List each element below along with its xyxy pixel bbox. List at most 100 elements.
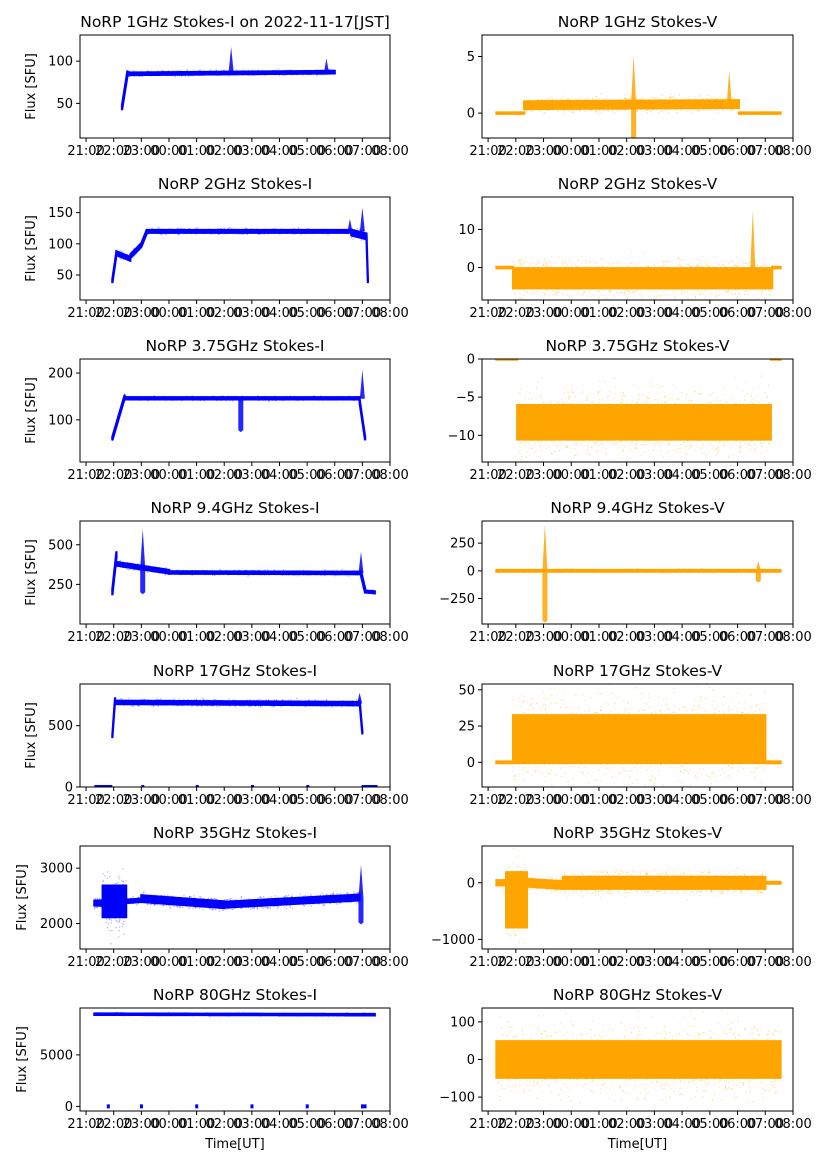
data-point [328, 70, 331, 72]
data-point [339, 232, 341, 234]
data-point [733, 106, 735, 108]
data-point [153, 72, 156, 75]
data-point [236, 74, 239, 76]
data-point [248, 71, 250, 73]
data-point [284, 72, 287, 75]
data-point [174, 229, 176, 231]
data-point [569, 106, 571, 108]
data-point [523, 111, 525, 113]
data-point [163, 74, 165, 76]
data-point [277, 72, 280, 74]
data-point [246, 70, 249, 72]
data-point [605, 102, 607, 104]
data-point [239, 72, 242, 74]
data-point [302, 230, 304, 233]
data-point [603, 104, 605, 106]
data-point [333, 71, 335, 73]
data-point [317, 71, 319, 74]
data-point [735, 104, 737, 107]
data-point [181, 229, 184, 231]
data-point [547, 109, 549, 111]
data-point [191, 71, 193, 74]
data-point [647, 100, 649, 103]
data-point [136, 249, 138, 252]
data-point [305, 72, 307, 74]
data-point [136, 74, 138, 76]
x-tick-label: 02:00 [205, 144, 242, 159]
data-point [172, 70, 174, 72]
data-point [607, 108, 609, 110]
data-point [284, 70, 286, 73]
data-point [699, 106, 701, 109]
data-point [657, 105, 660, 107]
data-point [254, 72, 257, 74]
data-point [249, 71, 251, 74]
data-point [331, 69, 333, 72]
data-point [343, 228, 345, 231]
data-point [715, 102, 717, 104]
data-point [213, 229, 215, 232]
data-point [193, 72, 196, 75]
data-point [578, 109, 580, 112]
data-point [617, 274, 619, 276]
data-point [167, 230, 169, 232]
data-point [656, 109, 658, 111]
data-point [214, 73, 216, 76]
data-point [728, 106, 730, 108]
data-point [319, 70, 322, 73]
data-point [732, 109, 734, 111]
data-point [266, 229, 268, 231]
data-point [308, 72, 311, 74]
data-point [123, 89, 126, 92]
data-point [702, 108, 705, 111]
data-point [730, 109, 732, 111]
data-point [497, 112, 499, 114]
data-point [584, 101, 586, 103]
data-point [591, 97, 594, 100]
data-point [541, 108, 543, 111]
data-point [530, 110, 533, 113]
data-point [496, 111, 498, 114]
data-point [330, 72, 333, 75]
data-point [554, 98, 557, 100]
data-point [239, 70, 241, 72]
data-point [229, 229, 232, 232]
data-point [741, 112, 743, 114]
data-point [252, 73, 255, 75]
data-point [194, 232, 197, 234]
data-point [554, 105, 557, 107]
data-point [524, 107, 526, 109]
data-point [678, 256, 680, 258]
data-point [696, 101, 698, 104]
data-point [323, 229, 326, 231]
data-point [194, 72, 196, 75]
data-point [609, 104, 612, 106]
data-point [203, 73, 205, 75]
data-point [356, 233, 359, 235]
data-point [621, 104, 624, 106]
data-point [594, 110, 597, 113]
data-point [710, 102, 712, 105]
data-point [501, 111, 503, 113]
data-point [167, 71, 169, 74]
data-point [666, 102, 669, 105]
data-point [623, 95, 625, 97]
data-point [156, 71, 159, 74]
data-point [543, 100, 545, 103]
data-point [704, 104, 706, 107]
data-point [686, 103, 688, 106]
data-point [217, 73, 220, 75]
data-point [752, 111, 755, 114]
data-point [702, 103, 704, 105]
data-point [269, 231, 271, 233]
data-point [245, 72, 248, 74]
data-point [736, 101, 738, 104]
data-point [583, 97, 586, 100]
data-point [129, 71, 131, 73]
data-point [588, 98, 590, 101]
data-point [563, 95, 566, 97]
data-point [224, 74, 227, 76]
data-point [560, 101, 562, 104]
data-point [151, 71, 154, 74]
data-point [324, 73, 326, 75]
